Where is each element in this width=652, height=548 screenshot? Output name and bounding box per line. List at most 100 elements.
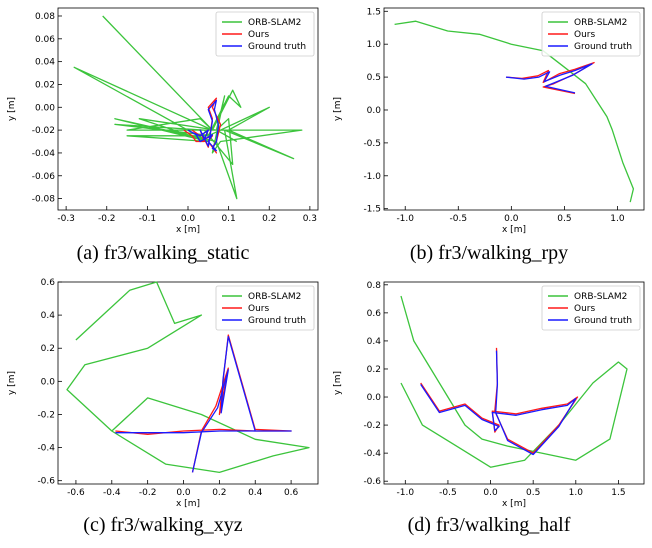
y-tick-label: 0.0	[367, 106, 382, 116]
y-tick-label: -0.2	[37, 410, 55, 420]
legend-label-orb: ORB-SLAM2	[574, 18, 627, 28]
x-tick-label: 0.0	[181, 214, 196, 224]
series-line-gt	[115, 335, 292, 473]
chart-panel-a: -0.3 -0.2 -0.1 0.0 0.1 0.2 0.3 -0.08 -0.06 -0.04 -…	[0, 0, 326, 274]
y-tick-label: 0.06	[35, 35, 55, 45]
x-tick-label: 0.4	[248, 488, 263, 498]
chart-caption-d: (d) fr3/walking_half	[407, 514, 571, 536]
x-tick-label: 0.1	[221, 214, 235, 224]
y-tick-label: 0.0	[367, 393, 382, 403]
y-tick-label: 0.4	[367, 337, 382, 347]
y-tick-label: -0.6	[37, 477, 55, 487]
y-tick-label: 1.0	[367, 40, 382, 50]
y-axis-label: y [m]	[7, 371, 17, 395]
x-tick-label: -0.5	[450, 214, 468, 224]
legend-label-orb: ORB-SLAM2	[574, 292, 627, 302]
legend-label-ours: Ours	[248, 304, 269, 314]
x-tick-label: -1.0	[396, 214, 414, 224]
x-axis-label: x [m]	[176, 225, 200, 235]
legend-box	[215, 285, 315, 331]
x-tick-label: 0.2	[262, 214, 276, 224]
y-tick-label: 0.4	[41, 311, 56, 321]
y-tick-label: -1.0	[363, 172, 381, 182]
y-tick-label: 0.5	[367, 73, 381, 83]
legend-label-ours: Ours	[248, 30, 269, 40]
x-tick-label: -0.2	[139, 488, 157, 498]
y-tick-label: 0.6	[367, 309, 382, 319]
series-line-orb	[394, 20, 635, 203]
series-line-orb	[73, 15, 303, 200]
y-tick-label: 0.8	[367, 281, 382, 291]
y-tick-label: -0.2	[363, 421, 381, 431]
y-tick-label: 0.00	[35, 103, 55, 113]
legend-label-orb: ORB-SLAM2	[248, 292, 301, 302]
series-line-orb	[66, 281, 310, 474]
x-tick-label: 1.0	[569, 488, 584, 498]
y-tick-label: -0.04	[32, 149, 56, 159]
x-tick-label: 0.0	[176, 488, 191, 498]
x-tick-label: -0.1	[139, 214, 157, 224]
chart-panel-b: -1.0 -0.5 0.0 0.5 1.0 -1.5 -1.0 -0.5 0.0 0.5 1.0 1.…	[326, 0, 652, 274]
legend-label-orb: ORB-SLAM2	[248, 18, 301, 28]
chart-panel-c: -0.6 -0.4 -0.2 0.0 0.2 0.4 0.6 -0.6 -0.4 -0.2 0.0 0…	[0, 274, 326, 548]
x-axis-label: x [m]	[502, 499, 526, 509]
series-line-gt	[505, 63, 593, 94]
legend-label-gt: Ground truth	[574, 316, 632, 326]
y-tick-label: 0.0	[41, 377, 56, 387]
y-tick-label: -0.06	[32, 172, 56, 182]
x-tick-label: 0.6	[284, 488, 299, 498]
x-tick-label: 1.5	[611, 488, 625, 498]
x-tick-label: -0.3	[57, 214, 75, 224]
x-tick-label: 0.0	[483, 488, 498, 498]
legend-box	[215, 11, 315, 57]
chart-b: -1.0 -0.5 0.0 0.5 1.0 -1.5 -1.0 -0.5 0.0 0.5 1.0 1.…	[333, 7, 645, 235]
series-line-orb	[400, 295, 628, 468]
y-tick-label: 0.08	[35, 12, 55, 22]
series-line-gt	[187, 99, 220, 152]
x-tick-label: -1.0	[397, 488, 415, 498]
y-tick-label: 0.6	[41, 278, 56, 288]
series-line-ours	[505, 61, 595, 95]
y-axis-label: y [m]	[333, 371, 343, 395]
x-tick-label: -0.2	[98, 214, 116, 224]
x-tick-label: 0.2	[212, 488, 226, 498]
y-tick-label: 0.04	[35, 58, 55, 68]
y-tick-label: 0.2	[367, 365, 381, 375]
legend-label-ours: Ours	[574, 304, 595, 314]
y-tick-label: 0.02	[35, 80, 55, 90]
legend-box	[541, 11, 641, 57]
chart-d: -1.0 -0.5 0.0 0.5 1.0 1.5 -0.6 -0.4 -0.2 0.0 0.2 0.…	[333, 281, 645, 509]
x-tick-label: -0.5	[439, 488, 457, 498]
x-axis-label: x [m]	[176, 499, 200, 509]
legend-label-gt: Ground truth	[574, 42, 632, 52]
y-tick-label: -0.4	[37, 444, 55, 454]
chart-c: -0.6 -0.4 -0.2 0.0 0.2 0.4 0.6 -0.6 -0.4 -0.2 0.0 0…	[7, 278, 319, 509]
y-axis-label: y [m]	[333, 97, 343, 121]
y-tick-label: -0.6	[363, 477, 381, 487]
chart-caption-b: (b) fr3/walking_rpy	[409, 242, 569, 264]
chart-panel-d: -1.0 -0.5 0.0 0.5 1.0 1.5 -0.6 -0.4 -0.2 0.0 0.2 0.…	[326, 274, 652, 548]
chart-caption-a: (a) fr3/walking_static	[76, 242, 250, 264]
series-line-gt	[420, 350, 577, 456]
y-tick-label: -1.5	[363, 205, 381, 215]
y-tick-label: 0.2	[41, 344, 55, 354]
x-axis-label: x [m]	[502, 225, 526, 235]
x-tick-label: -0.6	[67, 488, 85, 498]
x-tick-label: -0.4	[103, 488, 121, 498]
x-tick-label: 0.5	[526, 488, 540, 498]
x-tick-label: 1.0	[610, 214, 625, 224]
chart-a: -0.3 -0.2 -0.1 0.0 0.1 0.2 0.3 -0.08 -0.06 -0.04 -…	[7, 7, 319, 235]
legend-box	[541, 285, 641, 331]
y-tick-label: 1.5	[367, 7, 381, 17]
y-tick-label: -0.02	[32, 126, 55, 136]
y-axis-label: y [m]	[7, 97, 17, 121]
x-tick-label: 0.5	[557, 214, 571, 224]
legend-label-gt: Ground truth	[248, 316, 306, 326]
y-tick-label: -0.08	[32, 195, 56, 205]
y-tick-label: -0.5	[363, 139, 381, 149]
y-tick-label: -0.4	[363, 449, 381, 459]
x-tick-label: 0.0	[504, 214, 519, 224]
legend-label-ours: Ours	[574, 30, 595, 40]
x-tick-label: 0.3	[303, 214, 317, 224]
chart-caption-c: (c) fr3/walking_xyz	[83, 514, 243, 536]
